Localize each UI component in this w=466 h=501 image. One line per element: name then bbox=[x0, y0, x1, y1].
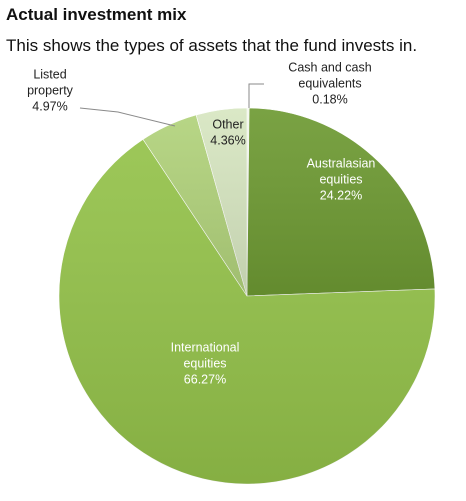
data-label-name-cash: Cash and cash bbox=[288, 60, 371, 74]
data-label-name-other: Other bbox=[212, 117, 243, 131]
data-label-name-international: International bbox=[171, 340, 240, 354]
chart-title: Actual investment mix bbox=[6, 5, 187, 24]
data-label-name-australasian: equities bbox=[319, 172, 362, 186]
leader-line-cash bbox=[248, 83, 264, 108]
pie-slice-shade-international bbox=[59, 139, 436, 485]
pie-slice-shade-other bbox=[196, 108, 247, 296]
data-label-name-cash: equivalents bbox=[298, 76, 361, 90]
leader-line-listed bbox=[79, 107, 176, 127]
data-label-percent-international: 66.27% bbox=[184, 372, 226, 386]
data-label-name-australasian: Australasian bbox=[307, 156, 376, 170]
data-label-percent-cash: 0.18% bbox=[312, 92, 347, 106]
chart-subtitle: This shows the types of assets that the … bbox=[6, 36, 418, 55]
data-label-name-listed: property bbox=[27, 83, 74, 97]
data-label-name-listed: Listed bbox=[33, 67, 66, 81]
data-label-name-international: equities bbox=[183, 356, 226, 370]
pie-slice-shade-cash bbox=[247, 107, 250, 296]
pie-slice-shade-australasian bbox=[247, 108, 435, 296]
data-label-percent-other: 4.36% bbox=[210, 133, 245, 147]
data-label-percent-listed: 4.97% bbox=[32, 99, 67, 113]
pie-slice-shade-listed bbox=[143, 115, 247, 296]
data-label-percent-australasian: 24.22% bbox=[320, 188, 362, 202]
